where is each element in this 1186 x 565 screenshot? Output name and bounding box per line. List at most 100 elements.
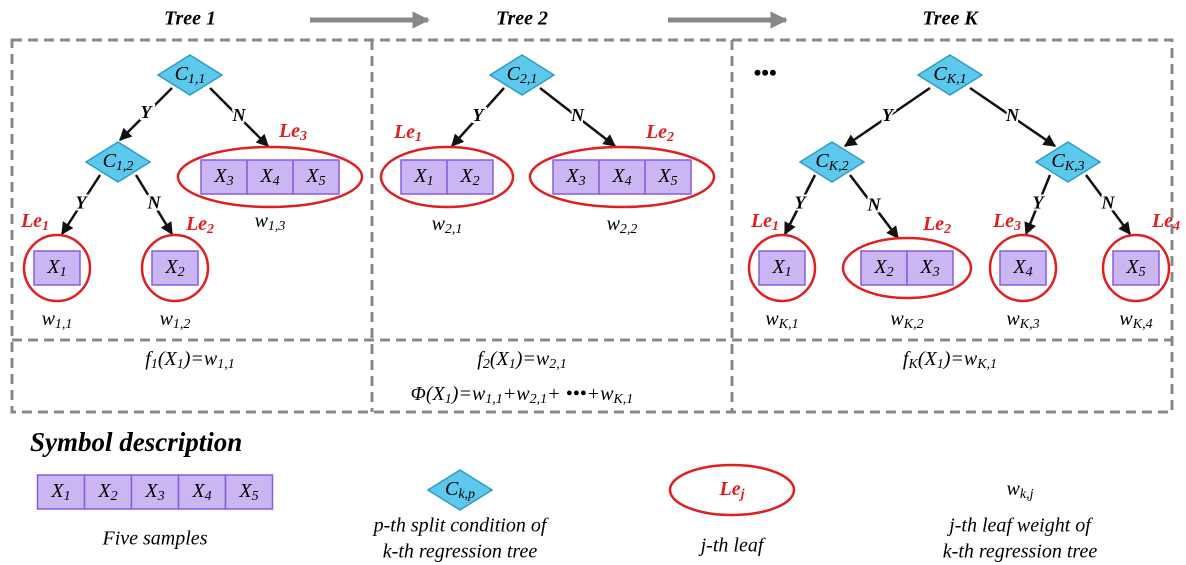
sample-label: X4 (259, 165, 279, 190)
sample-box (758, 250, 806, 286)
sample-label-subscript: 5 (319, 174, 326, 189)
leaf-weight-subscript: K,4 (1132, 317, 1153, 332)
sample-box (552, 159, 600, 195)
split: CK,1 (933, 63, 966, 88)
formula-text: f (903, 348, 911, 370)
formula-text: f (477, 348, 485, 370)
split-subscript: K,1 (946, 72, 967, 87)
formula-subscript: 1 (509, 357, 516, 372)
leaf-weight-subscript: 1,2 (173, 317, 191, 332)
sample-label-text: X (305, 165, 319, 187)
sample-label-text: X (191, 480, 205, 502)
sample-label: X2 (164, 256, 184, 281)
sample-box (446, 159, 494, 195)
sample-label-text: X (1125, 256, 1139, 278)
sample-label-text: X (413, 165, 427, 187)
formula: fK(X1)=wK,1 (903, 348, 997, 373)
edge-label: N (1005, 105, 1020, 125)
leaf-outline (988, 233, 1058, 303)
formula-text: )=w (943, 348, 978, 370)
leaf-weight-subscript: 1,1 (55, 317, 73, 332)
formula-text: )=w (451, 383, 486, 405)
sample-label-text: X (50, 480, 64, 502)
sample-label-text: X (919, 256, 933, 278)
leaf-outline (22, 233, 92, 303)
edge (1024, 174, 1052, 236)
sample-box (1112, 250, 1160, 286)
split: C2,1 (507, 63, 538, 88)
sample-box (33, 250, 81, 286)
sample-label-subscript: 5 (671, 174, 678, 189)
edge (209, 87, 269, 147)
leaf-tag-subscript: 3 (299, 129, 307, 144)
split-shape (798, 141, 866, 183)
edge-label: Y (141, 102, 154, 122)
legend-leaf-text: Le (719, 478, 741, 500)
sample-label-subscript: 3 (932, 265, 940, 280)
sample-label-text: X (97, 480, 111, 502)
leaf-weight: wK,1 (765, 308, 798, 333)
sample-label-subscript: 4 (625, 174, 632, 189)
formula: f1(X1)=w1,1 (145, 348, 234, 373)
sample-label: X5 (238, 480, 258, 505)
leaf-tag: Le1 (750, 210, 779, 235)
formula-subscript: 1 (445, 392, 452, 407)
formula: f2(X1)=w2,1 (477, 348, 566, 373)
split: CK,3 (1051, 150, 1084, 175)
sample-box (292, 159, 340, 195)
split-text: C (1051, 150, 1065, 172)
leaf-weight-subscript: K,3 (1019, 317, 1040, 332)
formula-subscript: 1 (151, 357, 158, 372)
sample-label-text: X (46, 256, 60, 278)
sample-label-subscript: 4 (273, 174, 280, 189)
edge (60, 174, 102, 236)
sample-box (644, 159, 692, 195)
split-subscript: K,3 (1064, 159, 1085, 174)
sample-box (200, 159, 248, 195)
leaf-tag-subscript: 2 (943, 222, 951, 237)
split-text: C (507, 63, 521, 85)
legend-caption: p-th split condition of (372, 515, 549, 537)
leaf-outline (841, 236, 973, 300)
legend-caption: k-th regression tree (943, 541, 1098, 563)
formula-subscript: 1,1 (217, 357, 235, 372)
leaf-tag: Le1 (20, 210, 49, 235)
sample-label: X1 (771, 256, 791, 281)
formula-subscript: 1 (177, 357, 184, 372)
sample-label-subscript: 2 (887, 265, 894, 280)
leaf-weight-text: w (607, 213, 621, 235)
split-shape (488, 54, 556, 96)
sample-box (36, 474, 86, 510)
leaf-tag-subscript: 4 (1172, 219, 1180, 234)
leaf-weight: wK,2 (890, 308, 923, 333)
split-text: C (103, 150, 117, 172)
formula-subscript: 2,1 (549, 357, 567, 372)
sample-label-subscript: 4 (1026, 265, 1033, 280)
edge (451, 87, 505, 147)
leaf-outline (140, 233, 210, 303)
sample-label-text: X (213, 165, 227, 187)
legend-caption: Five samples (102, 528, 208, 550)
leaf-tag-text: Le (20, 210, 42, 232)
sample-box (151, 250, 199, 286)
sample-label-subscript: 5 (1139, 265, 1146, 280)
leaf-weight: wK,3 (1006, 308, 1039, 333)
sample-label: X4 (611, 165, 631, 190)
leaf-tag-subscript: 2 (666, 130, 674, 145)
leaf-weight: w1,1 (42, 308, 73, 333)
leaf-outline (379, 145, 515, 209)
formula-text: (X (490, 348, 510, 370)
leaf-weight-text: w (765, 308, 779, 330)
sample-label-text: X (611, 165, 625, 187)
leaf-outline (528, 145, 716, 209)
leaf-weight-text: w (42, 308, 56, 330)
leaf-weight-text: w (255, 210, 269, 232)
formula-subscript: 1 (937, 357, 944, 372)
leaf-tag-subscript: 1 (415, 130, 422, 145)
split-text: C (815, 150, 829, 172)
leaf-tag-text: Le (922, 213, 944, 235)
legend-caption: j-th leaf weight of (946, 515, 1093, 537)
sample-label: X3 (144, 480, 164, 505)
frame (10, 38, 1174, 414)
formula-text: +w (503, 383, 530, 405)
